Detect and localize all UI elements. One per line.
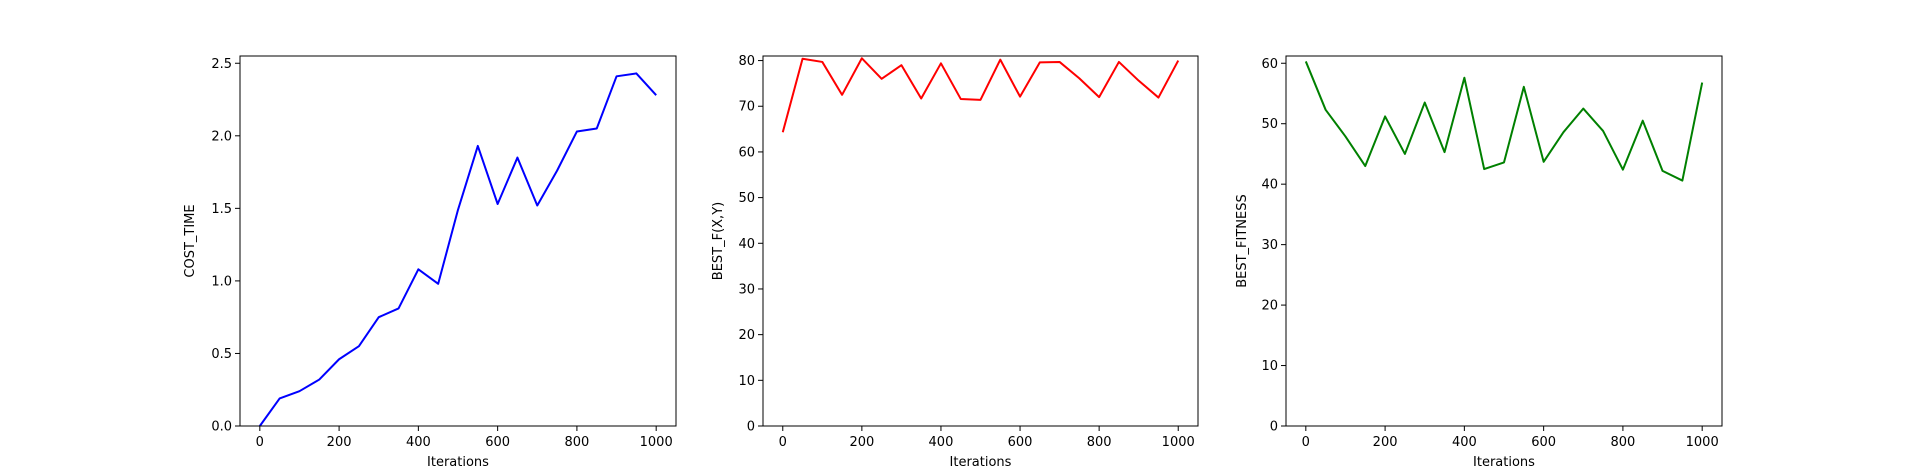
- axes-frame: [239, 55, 677, 427]
- y-tick-label: 20: [738, 328, 755, 343]
- x-tick-label: 200: [327, 435, 352, 450]
- series-line-1: [1304, 61, 1704, 182]
- y-tick-label: 1.0: [211, 274, 232, 289]
- x-axis-label: Iterations: [950, 455, 1012, 470]
- y-tick-label: 10: [738, 374, 755, 389]
- y-tick-label: 0.0: [211, 420, 232, 435]
- chart-panel-3: 0 200 400 600 800 1000 0 10 20 30 40 50 60 Iterations…: [1235, 55, 1723, 470]
- axes-frame: [762, 55, 1199, 427]
- y-axis: 0 10 20 30 40 50 60 70 80: [738, 54, 763, 435]
- x-tick-label: 400: [1452, 435, 1477, 450]
- series-line-1: [781, 57, 1180, 133]
- series-line-1: [259, 72, 657, 427]
- y-tick-label: 1.5: [211, 202, 232, 217]
- x-tick-label: 1000: [1686, 435, 1719, 450]
- y-tick-label: 30: [1261, 238, 1278, 253]
- x-tick-label: 200: [849, 435, 874, 450]
- x-axis-label: Iterations: [427, 455, 489, 470]
- y-tick-label: 2.0: [211, 129, 232, 144]
- y-tick-label: 80: [738, 54, 755, 69]
- x-tick-label: 400: [406, 435, 431, 450]
- y-tick-label: 60: [1261, 57, 1278, 72]
- y-tick-label: 70: [738, 100, 755, 115]
- y-axis: 0.0 0.5 1.0 1.5 2.0 2.5: [211, 57, 240, 435]
- y-tick-label: 40: [1261, 178, 1278, 193]
- y-tick-label: 50: [738, 191, 755, 206]
- x-axis: 0 200 400 600 800 1000: [1302, 426, 1719, 450]
- y-tick-label: 30: [738, 282, 755, 297]
- y-tick-label: 2.5: [211, 57, 232, 72]
- x-tick-label: 0: [779, 435, 787, 450]
- x-tick-label: 0: [256, 435, 264, 450]
- x-tick-label: 400: [929, 435, 954, 450]
- chart-panel-2: 0 200 400 600 800 1000 0 10 20 30 40 50 60 70 80 Iterat…: [711, 54, 1199, 470]
- y-tick-label: 40: [738, 237, 755, 252]
- x-tick-label: 600: [485, 435, 510, 450]
- x-tick-label: 1000: [640, 435, 673, 450]
- y-tick-label: 20: [1261, 299, 1278, 314]
- y-tick-label: 0: [747, 420, 755, 435]
- x-tick-label: 600: [1531, 435, 1556, 450]
- x-axis-label: Iterations: [1473, 455, 1535, 470]
- y-axis-label: BEST_F(X,Y): [711, 202, 726, 280]
- x-tick-label: 200: [1373, 435, 1398, 450]
- y-tick-label: 10: [1261, 359, 1278, 374]
- axes-frame: [1285, 55, 1723, 427]
- y-tick-label: 0: [1270, 420, 1278, 435]
- x-tick-label: 800: [1087, 435, 1112, 450]
- y-axis-label: BEST_FITNESS: [1235, 194, 1250, 288]
- y-tick-label: 0.5: [211, 347, 232, 362]
- chart-panel-1: 0 200 400 600 800 1000 0.0 0.5 1.0 1.5 2.0 2.5 Itera…: [183, 55, 677, 470]
- y-axis-label: COST_TIME: [183, 204, 198, 277]
- x-tick-label: 0: [1302, 435, 1310, 450]
- x-tick-label: 600: [1008, 435, 1033, 450]
- x-tick-label: 800: [564, 435, 589, 450]
- y-axis: 0 10 20 30 40 50 60: [1261, 57, 1286, 435]
- x-tick-label: 1000: [1162, 435, 1195, 450]
- y-tick-label: 50: [1261, 117, 1278, 132]
- y-tick-label: 60: [738, 145, 755, 160]
- x-axis: 0 200 400 600 800 1000: [256, 426, 673, 450]
- x-axis: 0 200 400 600 800 1000: [779, 426, 1195, 450]
- x-tick-label: 800: [1610, 435, 1635, 450]
